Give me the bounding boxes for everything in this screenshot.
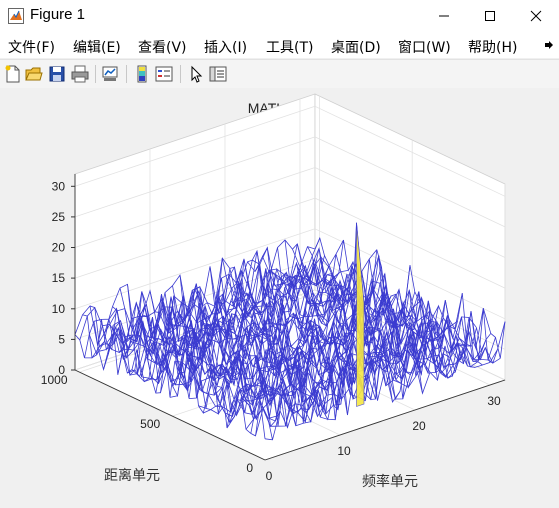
y-axis-label: 距离单元: [104, 467, 160, 484]
mesh-column-line: [239, 266, 431, 380]
mesh-column-line: [172, 283, 363, 400]
peak-marker: [356, 222, 365, 407]
menu-insert[interactable]: 插入(I): [204, 40, 248, 56]
window-title: Figure 1: [30, 6, 86, 23]
colorbar-icon[interactable]: [133, 65, 151, 83]
z-tick-label: 10: [52, 302, 66, 316]
menu-window[interactable]: 窗口(W): [398, 40, 451, 56]
grid-line-z: [314, 197, 506, 289]
grid-line-z: [314, 167, 506, 258]
edit-plot-icon[interactable]: [187, 65, 205, 83]
property-inspector-icon[interactable]: [209, 65, 227, 83]
grid-line-z: [74, 197, 316, 279]
matlab-logo-icon: [8, 8, 24, 24]
print-icon[interactable]: [71, 65, 89, 83]
mesh-column-line: [269, 266, 461, 378]
menu-edit[interactable]: 编辑(E): [73, 40, 121, 56]
y-axis-line: [74, 369, 266, 461]
grid-line-z: [314, 228, 506, 320]
close-icon: [530, 10, 542, 22]
mesh-column-line: [142, 294, 333, 421]
grid-line-z: [74, 228, 316, 310]
menu-tools[interactable]: 工具(T): [266, 40, 314, 56]
mesh-column-line: [127, 284, 318, 424]
mesh-column-line: [97, 308, 288, 428]
close-button[interactable]: [513, 0, 559, 32]
z-tick-label: 15: [52, 271, 66, 285]
mesh-column-line: [209, 266, 401, 401]
legend-icon[interactable]: [155, 65, 173, 83]
y-tick-label: 500: [140, 417, 160, 431]
z-tick-label: 20: [52, 241, 66, 255]
mesh-column-line: [292, 243, 483, 366]
x-axis-line: [264, 379, 506, 461]
z-tick-label: 25: [52, 210, 66, 224]
x-axis-label: 频率单元: [362, 473, 418, 490]
menu-file[interactable]: 文件(F): [8, 40, 55, 56]
x-tick-label: 20: [412, 419, 426, 433]
grid-line-z: [74, 167, 316, 248]
new-figure-icon[interactable]: [4, 65, 22, 83]
menu-overflow-icon[interactable]: [544, 40, 554, 50]
menu-bar: 文件(F) 编辑(E) 查看(V) 插入(I) 工具(T) 桌面(D) 窗口(W…: [0, 32, 559, 58]
mesh-column-line: [179, 275, 371, 401]
mesh-column-line: [232, 268, 423, 394]
x-tick-label: 10: [337, 444, 351, 458]
toolbar-separator: [95, 65, 96, 83]
title-bar: Figure 1: [0, 0, 559, 32]
grid-line-z: [74, 136, 316, 218]
menu-view[interactable]: 查看(V): [138, 40, 187, 56]
link-plot-icon[interactable]: [101, 65, 119, 83]
toolbar: [0, 59, 559, 89]
menu-desktop[interactable]: 桌面(D): [331, 40, 381, 56]
minimize-icon: [439, 15, 449, 17]
x-tick-label: 30: [487, 394, 501, 408]
maximize-button[interactable]: [467, 0, 513, 32]
grid-line-z: [314, 105, 506, 197]
mesh-column-line: [149, 290, 341, 420]
mesh-column-line: [157, 298, 348, 416]
menu-help[interactable]: 帮助(H): [468, 40, 518, 56]
toolbar-separator: [126, 65, 127, 83]
y-tick-label: 0: [246, 461, 253, 475]
grid-line-z: [314, 136, 506, 228]
toolbar-separator: [180, 65, 181, 83]
z-tick-label: 0: [58, 363, 65, 377]
mesh-column-line: [224, 258, 416, 384]
maximize-icon: [485, 11, 495, 21]
grid-line-z: [74, 105, 316, 187]
z-tick-label: 5: [58, 332, 65, 346]
mesh-column-line: [314, 236, 506, 359]
z-tick-label: 30: [52, 179, 66, 193]
minimize-button[interactable]: [421, 0, 467, 32]
save-icon[interactable]: [48, 65, 66, 83]
y-tick-label: 1000: [41, 373, 68, 387]
open-file-icon[interactable]: [25, 65, 43, 83]
x-tick-label: 0: [266, 469, 273, 483]
